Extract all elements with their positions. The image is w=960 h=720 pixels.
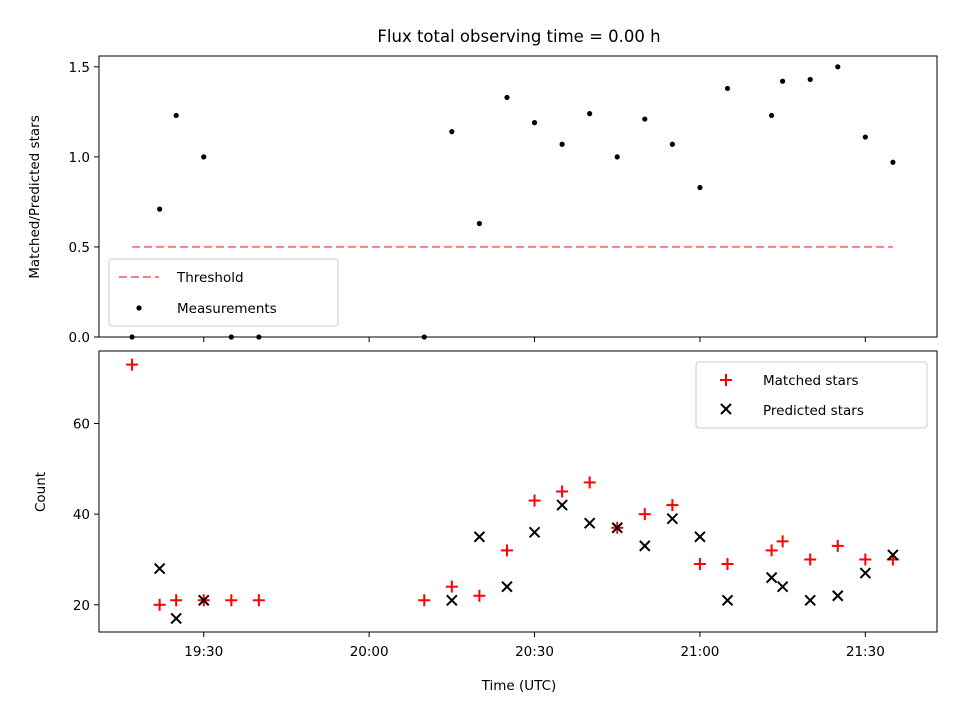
legend-predicted-label: Predicted stars [763, 403, 864, 419]
predicted-star-point [501, 580, 513, 593]
measurement-point [531, 120, 538, 126]
x-tick-label: 20:30 [515, 644, 554, 660]
top-ratio-plot: 0.0 0.5 1.0 1.5 Matched/Predicted stars Thr… [27, 55, 938, 346]
top-y-axis-label: Matched/Predicted stars [27, 115, 43, 278]
measurement-point [669, 141, 675, 147]
y-tick-label: 40 [73, 507, 90, 523]
y-tick-label: 1.5 [69, 60, 90, 76]
legend-matched-swatch [720, 374, 732, 386]
legend-threshold-label: Threshold [176, 270, 244, 286]
measurement-point [201, 154, 207, 160]
predicted-star-point [528, 526, 541, 538]
measurement-point [724, 85, 731, 92]
bottom-plot-frame [98, 350, 938, 633]
matched-star-point [859, 553, 872, 566]
matched-star-point [804, 553, 817, 566]
predicted-star-point [170, 612, 182, 625]
predicted-star-point [198, 594, 210, 606]
y-tick-label: 60 [73, 417, 90, 433]
matched-star-point [252, 594, 265, 607]
measurement-point [587, 111, 593, 117]
bottom-count-plot: 20 40 60 19:30 20:00 20:30 21:00 21:30 Count Ti… [33, 350, 938, 694]
top-plot-frame [98, 55, 938, 338]
bottom-y-axis-label: Count [33, 472, 49, 512]
predicted-star-point [473, 531, 486, 543]
predicted-star-point [611, 522, 623, 534]
predicted-star-point [721, 594, 734, 606]
y-tick-label: 1.0 [69, 150, 90, 166]
measurement-point [642, 116, 648, 122]
y-tick-label: 0.5 [69, 240, 90, 256]
top-axes: 0.0 0.5 1.0 1.5 [69, 60, 866, 346]
bottom-x-axis-label: Time (UTC) [481, 678, 557, 694]
bottom-marks [126, 358, 899, 625]
legend-measurements-label: Measurements [177, 301, 277, 317]
measurement-point [449, 129, 455, 135]
legend-predicted-swatch [720, 403, 732, 415]
predicted-star-point [804, 594, 816, 606]
predicted-star-point [694, 531, 706, 543]
top-legend-box [108, 258, 339, 327]
matched-star-point [765, 544, 778, 557]
y-tick-label: 0.0 [69, 330, 90, 346]
matched-star-point [170, 594, 183, 607]
measurement-point [890, 159, 896, 165]
predicted-star-point [446, 594, 458, 606]
x-tick-label: 20:00 [350, 644, 389, 660]
matched-star-point [638, 508, 651, 521]
predicted-star-point [776, 580, 789, 593]
matched-star-point [473, 589, 486, 602]
predicted-star-point [832, 590, 844, 602]
matched-star-point [500, 544, 513, 557]
bottom-axes: 20 40 60 19:30 20:00 20:30 21:00 21:30 [73, 417, 885, 660]
matched-star-point [225, 594, 238, 607]
measurement-point [807, 76, 813, 83]
predicted-star-point [765, 571, 778, 584]
predicted-star-point [556, 499, 568, 511]
x-tick-label: 21:00 [680, 644, 719, 660]
measurement-point [780, 78, 786, 84]
measurement-point [769, 112, 775, 119]
matched-star-point [721, 558, 734, 571]
matched-star-point [418, 594, 431, 607]
y-tick-label: 20 [73, 598, 90, 614]
x-tick-label: 21:30 [846, 644, 885, 660]
measurement-point [559, 141, 565, 147]
measurement-point [157, 206, 163, 212]
measurement-point [697, 184, 703, 191]
predicted-star-point [639, 540, 651, 552]
top-legend: Threshold Measurements [108, 258, 339, 327]
measurement-point [173, 112, 179, 119]
matched-star-point [445, 580, 458, 593]
matched-star-point [831, 539, 844, 552]
measurement-point [504, 94, 510, 101]
predicted-star-point [859, 567, 872, 579]
predicted-star-point [583, 517, 596, 529]
legend-matched-label: Matched stars [763, 373, 859, 389]
measurement-point [862, 134, 868, 140]
predicted-star-point [666, 512, 679, 525]
predicted-star-point [887, 549, 899, 561]
measurement-point [835, 64, 841, 70]
measurement-point [476, 220, 483, 227]
top-chart-title: Flux total observing time = 0.00 h [377, 27, 660, 46]
legend-measurements-swatch [136, 305, 142, 311]
bottom-legend-box [695, 361, 928, 429]
matched-star-point [153, 598, 166, 611]
bottom-legend: Matched stars Predicted stars [695, 361, 928, 429]
x-tick-label: 19:30 [184, 644, 223, 660]
top-marks [129, 64, 896, 340]
matched-star-point [583, 476, 596, 489]
matched-star-point [693, 558, 706, 571]
matched-star-point [666, 499, 679, 512]
matched-star-point [776, 535, 789, 548]
matched-star-point [528, 494, 541, 507]
measurement-point [614, 154, 620, 160]
matched-star-point [556, 485, 569, 498]
predicted-star-point [153, 562, 166, 575]
matched-star-point [126, 358, 139, 371]
